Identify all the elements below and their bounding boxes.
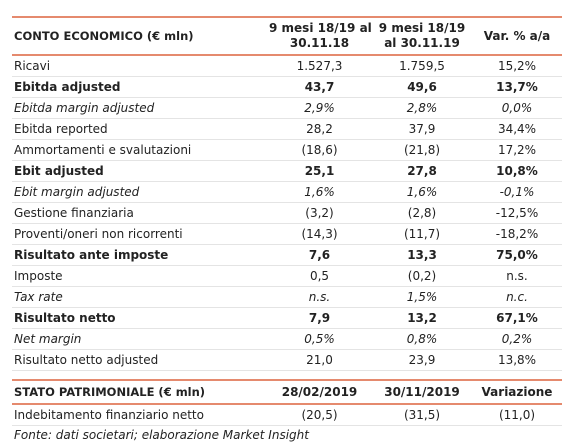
table-row: Ebitda margin adjusted 2,9% 2,8% 0,0% bbox=[12, 97, 562, 119]
label-cell: Risultato netto bbox=[12, 307, 267, 329]
value-cell: (3,2) bbox=[267, 202, 372, 224]
table-row: Ebitda reported 28,2 37,9 34,4% bbox=[12, 118, 562, 140]
label-cell: Ebitda adjusted bbox=[12, 76, 267, 98]
header-cell: STATO PATRIMONIALE (€ mln) bbox=[12, 379, 267, 405]
value-cell: 34,4% bbox=[472, 118, 562, 140]
value-cell: 13,7% bbox=[472, 76, 562, 98]
value-cell: 1.759,5 bbox=[372, 55, 472, 77]
header-cell: 9 mesi 18/19 al 30.11.18 bbox=[267, 16, 372, 56]
table-row: Ebit adjusted 25,1 27,8 10,8% bbox=[12, 160, 562, 182]
label-cell: Risultato ante imposte bbox=[12, 244, 267, 266]
label-cell: Ammortamenti e svalutazioni bbox=[12, 139, 267, 161]
value-cell: 0,0% bbox=[472, 97, 562, 119]
table-row: Gestione finanziaria (3,2) (2,8) -12,5% bbox=[12, 202, 562, 224]
header-line: 9 mesi 18/19 al bbox=[269, 21, 372, 35]
value-cell: 0,5 bbox=[267, 265, 372, 287]
header-cell: 28/02/2019 bbox=[267, 379, 372, 405]
value-cell: 27,8 bbox=[372, 160, 472, 182]
value-cell: (20,5) bbox=[267, 404, 372, 426]
value-cell: 37,9 bbox=[372, 118, 472, 140]
value-cell: (31,5) bbox=[372, 404, 472, 426]
table-row: Net margin 0,5% 0,8% 0,2% bbox=[12, 328, 562, 350]
value-cell: n.c. bbox=[472, 286, 562, 308]
label-cell: Indebitamento finanziario netto bbox=[12, 404, 267, 426]
label-cell: Proventi/oneri non ricorrenti bbox=[12, 223, 267, 245]
value-cell: (11,7) bbox=[372, 223, 472, 245]
table-row: Ebit margin adjusted 1,6% 1,6% -0,1% bbox=[12, 181, 562, 203]
label-cell: Tax rate bbox=[12, 286, 267, 308]
value-cell: 15,2% bbox=[472, 55, 562, 77]
label-cell: Risultato netto adjusted bbox=[12, 349, 267, 371]
label-cell: Ebit margin adjusted bbox=[12, 181, 267, 203]
value-cell: 13,8% bbox=[472, 349, 562, 371]
value-cell: 75,0% bbox=[472, 244, 562, 266]
income-table: CONTO ECONOMICO (€ mln) 9 mesi 18/19 al 30… bbox=[12, 16, 562, 371]
label-cell: Ebit adjusted bbox=[12, 160, 267, 182]
value-cell: (11,0) bbox=[472, 404, 562, 426]
value-cell: 25,1 bbox=[267, 160, 372, 182]
value-cell: 2,8% bbox=[372, 97, 472, 119]
header-cell: 30/11/2019 bbox=[372, 379, 472, 405]
value-cell: 13,2 bbox=[372, 307, 472, 329]
value-cell: 2,9% bbox=[267, 97, 372, 119]
header-line: 9 mesi 18/19 bbox=[378, 21, 466, 35]
value-cell: 49,6 bbox=[372, 76, 472, 98]
value-cell: 1,6% bbox=[267, 181, 372, 203]
value-cell: -18,2% bbox=[472, 223, 562, 245]
table-row: Ammortamenti e svalutazioni (18,6) (21,8) 1… bbox=[12, 139, 562, 161]
value-cell: 7,6 bbox=[267, 244, 372, 266]
value-cell: 10,8% bbox=[472, 160, 562, 182]
value-cell: 1,5% bbox=[372, 286, 472, 308]
table-row: Ebitda adjusted 43,7 49,6 13,7% bbox=[12, 76, 562, 98]
label-cell: Ebitda margin adjusted bbox=[12, 97, 267, 119]
value-cell: (2,8) bbox=[372, 202, 472, 224]
value-cell: 0,2% bbox=[472, 328, 562, 350]
value-cell: 67,1% bbox=[472, 307, 562, 329]
header-cell: Variazione bbox=[472, 379, 562, 405]
table-row: Risultato ante imposte 7,6 13,3 75,0% bbox=[12, 244, 562, 266]
table-row: Indebitamento finanziario netto (20,5) (31… bbox=[12, 404, 562, 426]
value-cell: 28,2 bbox=[267, 118, 372, 140]
value-cell: (14,3) bbox=[267, 223, 372, 245]
table-row: Tax rate n.s. 1,5% n.c. bbox=[12, 286, 562, 308]
table-row: Proventi/oneri non ricorrenti (14,3) (11,7… bbox=[12, 223, 562, 245]
value-cell: 0,8% bbox=[372, 328, 472, 350]
source-note: Fonte: dati societari; elaborazione Mark… bbox=[14, 428, 309, 442]
value-cell: 7,9 bbox=[267, 307, 372, 329]
value-cell: 17,2% bbox=[472, 139, 562, 161]
header-row: CONTO ECONOMICO (€ mln) 9 mesi 18/19 al 30… bbox=[12, 16, 562, 56]
table-row: Ricavi 1.527,3 1.759,5 15,2% bbox=[12, 55, 562, 77]
header-cell: Var. % a/a bbox=[472, 16, 562, 56]
header-row: STATO PATRIMONIALE (€ mln) 28/02/2019 30/1… bbox=[12, 379, 562, 405]
value-cell: 43,7 bbox=[267, 76, 372, 98]
value-cell: (18,6) bbox=[267, 139, 372, 161]
value-cell: 1.527,3 bbox=[267, 55, 372, 77]
header-line: 30.11.18 bbox=[289, 36, 350, 50]
label-cell: Imposte bbox=[12, 265, 267, 287]
label-cell: Gestione finanziaria bbox=[12, 202, 267, 224]
value-cell: n.s. bbox=[267, 286, 372, 308]
label-cell: Net margin bbox=[12, 328, 267, 350]
table-row: Risultato netto adjusted 21,0 23,9 13,8% bbox=[12, 349, 562, 371]
label-cell: Ebitda reported bbox=[12, 118, 267, 140]
header-cell: CONTO ECONOMICO (€ mln) bbox=[12, 16, 267, 56]
label-cell: Ricavi bbox=[12, 55, 267, 77]
balance-table: STATO PATRIMONIALE (€ mln) 28/02/2019 30/1… bbox=[12, 379, 562, 426]
header-cell: 9 mesi 18/19 al 30.11.19 bbox=[372, 16, 472, 56]
value-cell: (0,2) bbox=[372, 265, 472, 287]
header-line: al 30.11.19 bbox=[384, 36, 460, 50]
value-cell: 21,0 bbox=[267, 349, 372, 371]
value-cell: n.s. bbox=[472, 265, 562, 287]
value-cell: -0,1% bbox=[472, 181, 562, 203]
table-row: Risultato netto 7,9 13,2 67,1% bbox=[12, 307, 562, 329]
value-cell: 13,3 bbox=[372, 244, 472, 266]
value-cell: (21,8) bbox=[372, 139, 472, 161]
value-cell: 0,5% bbox=[267, 328, 372, 350]
value-cell: -12,5% bbox=[472, 202, 562, 224]
value-cell: 23,9 bbox=[372, 349, 472, 371]
table-row: Imposte 0,5 (0,2) n.s. bbox=[12, 265, 562, 287]
value-cell: 1,6% bbox=[372, 181, 472, 203]
